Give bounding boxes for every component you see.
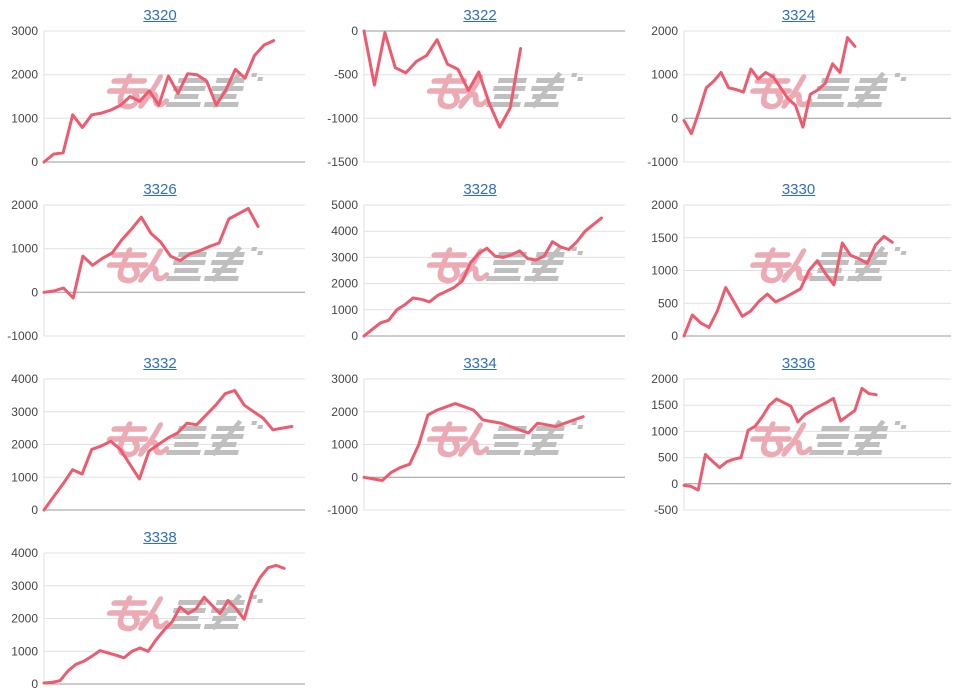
chart-canvas: 2000 1500 1000 500 0 bbox=[651, 200, 951, 343]
chart-cell-3338: 3338 4000 3000 2000 1000 0 bbox=[0, 522, 320, 696]
minkabu-watermark-logo bbox=[426, 71, 584, 110]
chart-title-link[interactable]: 3320 bbox=[143, 7, 177, 24]
y-tick-label: 500 bbox=[658, 296, 678, 310]
y-tick-label: 4000 bbox=[11, 374, 38, 386]
chart-title-link[interactable]: 3330 bbox=[781, 181, 816, 198]
y-tick-label: 3000 bbox=[11, 579, 38, 593]
y-tick-label: 3000 bbox=[331, 374, 358, 386]
y-tick-label: 3000 bbox=[331, 250, 358, 264]
y-tick-label: 2000 bbox=[11, 200, 38, 212]
chart-title-link[interactable]: 3336 bbox=[781, 355, 816, 372]
chart-title-link[interactable]: 3322 bbox=[463, 7, 497, 24]
chart-title-link[interactable]: 3328 bbox=[463, 181, 497, 198]
chart-cell-3324: 3324 2000 1000 0 -1000 bbox=[640, 0, 957, 174]
chart-canvas: 2000 1000 0 -1000 bbox=[647, 26, 951, 169]
chart-title-link[interactable]: 3326 bbox=[143, 181, 177, 198]
y-tick-label: 2000 bbox=[651, 374, 678, 386]
y-tick-label: 2000 bbox=[651, 26, 678, 38]
y-tick-label: 1000 bbox=[651, 264, 678, 278]
y-tick-label: 2000 bbox=[651, 200, 678, 212]
chart-canvas: 4000 3000 2000 1000 0 bbox=[11, 548, 305, 691]
y-tick-label: 0 bbox=[671, 329, 678, 343]
chart-title-link[interactable]: 3332 bbox=[143, 355, 177, 372]
chart-canvas: 2000 1500 1000 500 0 -500 bbox=[651, 374, 951, 517]
chart-cell-3328: 3328 5000 4000 3000 2000 1000 0 bbox=[320, 174, 640, 348]
y-tick-label: 2000 bbox=[11, 612, 38, 626]
y-tick-label: 1000 bbox=[11, 242, 38, 256]
y-tick-label: 3000 bbox=[11, 26, 38, 38]
y-tick-label: -1000 bbox=[647, 155, 678, 169]
y-tick-label: 0 bbox=[31, 503, 38, 517]
y-tick-label: 3000 bbox=[11, 405, 38, 419]
chart-canvas: 4000 3000 2000 1000 0 bbox=[11, 374, 305, 517]
y-tick-label: 4000 bbox=[331, 224, 358, 238]
series-line bbox=[42, 39, 276, 164]
y-tick-label: 1500 bbox=[651, 398, 678, 412]
y-tick-label: 0 bbox=[31, 155, 38, 169]
minkabu-watermark-logo bbox=[750, 71, 907, 110]
chart-canvas: 2000 1000 0 -1000 bbox=[7, 200, 305, 343]
y-tick-label: 1000 bbox=[11, 470, 38, 484]
chart-title-link[interactable]: 3334 bbox=[463, 355, 497, 372]
series-line bbox=[42, 389, 294, 512]
chart-cell-3322: 3322 0 -500 -1000 -1500 bbox=[320, 0, 640, 174]
y-tick-label: -500 bbox=[654, 503, 678, 517]
chart-cell-3332: 3332 4000 3000 2000 1000 0 bbox=[0, 348, 320, 522]
y-tick-label: -500 bbox=[334, 68, 358, 82]
y-tick-label: 0 bbox=[351, 470, 358, 484]
series-line bbox=[362, 402, 585, 482]
y-tick-label: 2000 bbox=[11, 438, 38, 452]
y-tick-label: 1000 bbox=[651, 424, 678, 438]
series-line bbox=[42, 207, 260, 300]
y-tick-label: 0 bbox=[31, 677, 38, 691]
y-tick-label: 0 bbox=[671, 111, 678, 125]
chart-cell-3320: 3320 3000 2000 1000 0 bbox=[0, 0, 320, 174]
chart-cell-3334: 3334 3000 2000 1000 0 -1000 bbox=[320, 348, 640, 522]
y-tick-label: 2000 bbox=[331, 277, 358, 291]
y-tick-label: 1000 bbox=[331, 438, 358, 452]
y-tick-label: 2000 bbox=[331, 405, 358, 419]
y-tick-label: 0 bbox=[31, 285, 38, 299]
chart-canvas: 5000 4000 3000 2000 1000 0 bbox=[331, 200, 625, 343]
y-tick-label: 4000 bbox=[11, 548, 38, 560]
minkabu-watermark-logo bbox=[106, 245, 264, 284]
y-tick-label: 500 bbox=[658, 451, 678, 465]
series-line bbox=[42, 563, 286, 685]
y-tick-label: 1000 bbox=[11, 644, 38, 658]
y-tick-label: 1000 bbox=[11, 111, 38, 125]
chart-title-link[interactable]: 3324 bbox=[781, 7, 816, 24]
y-tick-label: 1000 bbox=[651, 68, 678, 82]
y-tick-label: 0 bbox=[351, 26, 358, 38]
y-tick-label: 2000 bbox=[11, 68, 38, 82]
chart-title-link[interactable]: 3338 bbox=[143, 529, 177, 546]
y-tick-label: 5000 bbox=[331, 200, 358, 212]
minkabu-watermark-logo bbox=[106, 419, 264, 458]
series-line bbox=[362, 216, 603, 338]
chart-canvas: 0 -500 -1000 -1500 bbox=[327, 26, 625, 169]
y-tick-label: 0 bbox=[351, 329, 358, 343]
y-tick-label: -1000 bbox=[327, 503, 358, 517]
chart-cell-3336: 3336 2000 1500 1000 500 0 -500 bbox=[640, 348, 957, 522]
minkabu-watermark-logo bbox=[750, 419, 907, 458]
series-line bbox=[682, 234, 894, 338]
y-tick-label: 1500 bbox=[651, 231, 678, 245]
y-tick-label: -1500 bbox=[327, 155, 358, 169]
minkabu-watermark-logo bbox=[426, 245, 584, 284]
chart-canvas: 3000 2000 1000 0 bbox=[11, 26, 305, 169]
series-line bbox=[682, 386, 878, 492]
chart-cell-3326: 3326 2000 1000 0 -1000 bbox=[0, 174, 320, 348]
y-tick-label: -1000 bbox=[7, 329, 38, 343]
y-tick-label: 0 bbox=[671, 477, 678, 491]
chart-canvas: 3000 2000 1000 0 -1000 bbox=[327, 374, 625, 517]
y-tick-label: 1000 bbox=[331, 303, 358, 317]
chart-cell-3330: 3330 2000 1500 1000 500 0 bbox=[640, 174, 957, 348]
series-line bbox=[682, 36, 857, 136]
y-tick-label: -1000 bbox=[327, 111, 358, 125]
series-line bbox=[362, 29, 523, 129]
